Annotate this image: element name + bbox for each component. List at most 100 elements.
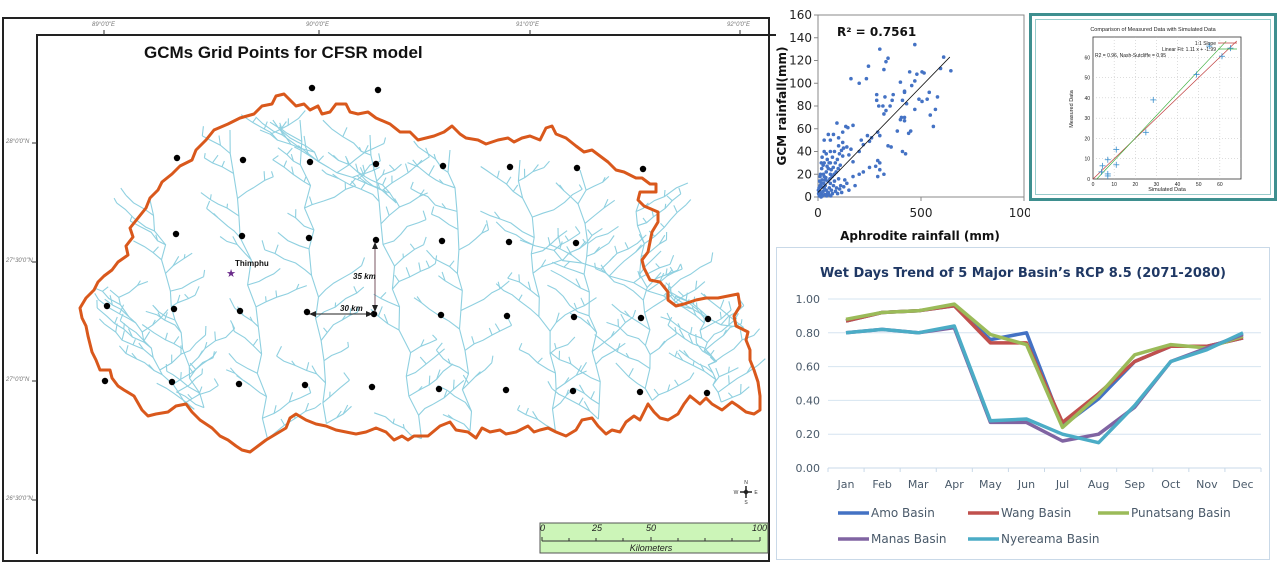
river-tributary (118, 345, 163, 376)
river-branch (172, 256, 180, 267)
river-tributary (410, 339, 438, 354)
x-axis-title: Simulated Data (1148, 187, 1187, 193)
river-tributary (184, 384, 219, 404)
scatter-point (821, 172, 826, 177)
river-tributary (382, 219, 427, 245)
river-branch (518, 274, 520, 283)
river-branch (164, 312, 168, 321)
river-trunk (229, 129, 269, 440)
grid-point (301, 381, 309, 389)
scatter-point (836, 177, 841, 181)
scatter-point (878, 161, 882, 165)
river-branch (441, 271, 446, 281)
river-branch (263, 171, 266, 181)
river-tributary (204, 157, 234, 174)
grid-point (569, 387, 577, 395)
comparison-chart-panel (1029, 13, 1277, 201)
river-tributary (532, 259, 563, 274)
chart-title: Comparison of Measured Data with Simulat… (1090, 27, 1216, 33)
scatter-point (845, 181, 849, 186)
river-branch (272, 155, 279, 161)
river-branch (152, 246, 159, 253)
river-tributary (458, 229, 489, 251)
river-branch (409, 243, 416, 250)
river-branch (229, 298, 236, 309)
river-branch (587, 229, 593, 236)
river-branch (667, 282, 670, 291)
y-tick-label: 50 (1084, 76, 1090, 82)
river-tributary (247, 267, 281, 286)
legend-label: Punatsang Basin (1131, 506, 1231, 520)
scatter-point (857, 81, 861, 86)
river-tributary (188, 328, 235, 367)
plus-marker (1218, 53, 1225, 60)
river-tributary (611, 303, 651, 331)
scatter-point (822, 149, 826, 154)
river-tributary (660, 316, 702, 339)
river-branch (203, 153, 206, 158)
legend-linear-fit: Linear Fit: 1.11 x + -1.99 (1162, 47, 1216, 53)
river-branch (481, 223, 487, 234)
scatter-point (835, 157, 840, 162)
x-tick-label: Feb (872, 478, 891, 491)
scatter-point (902, 90, 907, 95)
arrow-head-icon (372, 305, 378, 312)
y-tick-label: 60 (1084, 55, 1090, 61)
river-branch (688, 333, 694, 345)
grid-points (101, 84, 712, 397)
river-branch (276, 346, 282, 357)
trendline (817, 56, 951, 193)
river-branch (342, 404, 349, 415)
river-branch (655, 263, 661, 269)
stats-annotation: R2 = 0.96, Nash-Sutcliffe = 0.95 (1095, 53, 1166, 59)
scatter-point (903, 151, 908, 156)
river-branch (669, 266, 675, 273)
river-branch (137, 280, 141, 286)
plus-marker (1099, 162, 1106, 169)
x-tick-label: Dec (1232, 478, 1253, 491)
legend-label: Wang Basin (1001, 506, 1071, 520)
river-tributary (165, 252, 193, 274)
river-branch (665, 268, 668, 275)
river-tributary (407, 162, 456, 189)
river-branch (385, 206, 390, 216)
river-branch (574, 226, 581, 234)
river-trunk (577, 169, 601, 420)
river-branch (642, 217, 648, 224)
grid-lines (1093, 37, 1241, 179)
river-tributary (410, 188, 458, 212)
scatter-point (819, 166, 824, 171)
river-branch (295, 283, 300, 290)
plus-marker (1206, 43, 1213, 50)
scatter-point (881, 104, 885, 108)
river-branch (308, 386, 312, 394)
scatter-point (891, 92, 895, 97)
river-branch (212, 351, 217, 357)
scatter-point (820, 155, 824, 159)
river-branch (115, 323, 118, 333)
river-branch (579, 384, 585, 394)
river-tributary (418, 379, 465, 416)
svg-text:N: N (744, 480, 748, 486)
river-tributary (561, 227, 603, 261)
map-ticks (32, 30, 741, 501)
distance-label-vertical: 35 km (353, 272, 376, 281)
series-line-nyereama-basin (845, 324, 1244, 445)
x-tick-label: 1000 (1009, 206, 1030, 220)
grid-point (438, 237, 446, 245)
river-branch (132, 339, 136, 346)
grid-point (303, 308, 311, 316)
river-branch (94, 293, 100, 300)
river-branch (336, 410, 342, 418)
scatter-point (875, 130, 880, 134)
river-branch (209, 194, 212, 200)
river-branch (355, 163, 359, 173)
grid-point (370, 310, 378, 318)
river-network (94, 110, 766, 440)
river-branch (275, 290, 278, 298)
y-tick-label: 0 (1087, 177, 1090, 183)
scatter-point (907, 70, 912, 74)
lon-tick-label: 89°0'0"E (92, 22, 116, 28)
river-branch (485, 220, 490, 231)
river-branch (554, 342, 557, 349)
